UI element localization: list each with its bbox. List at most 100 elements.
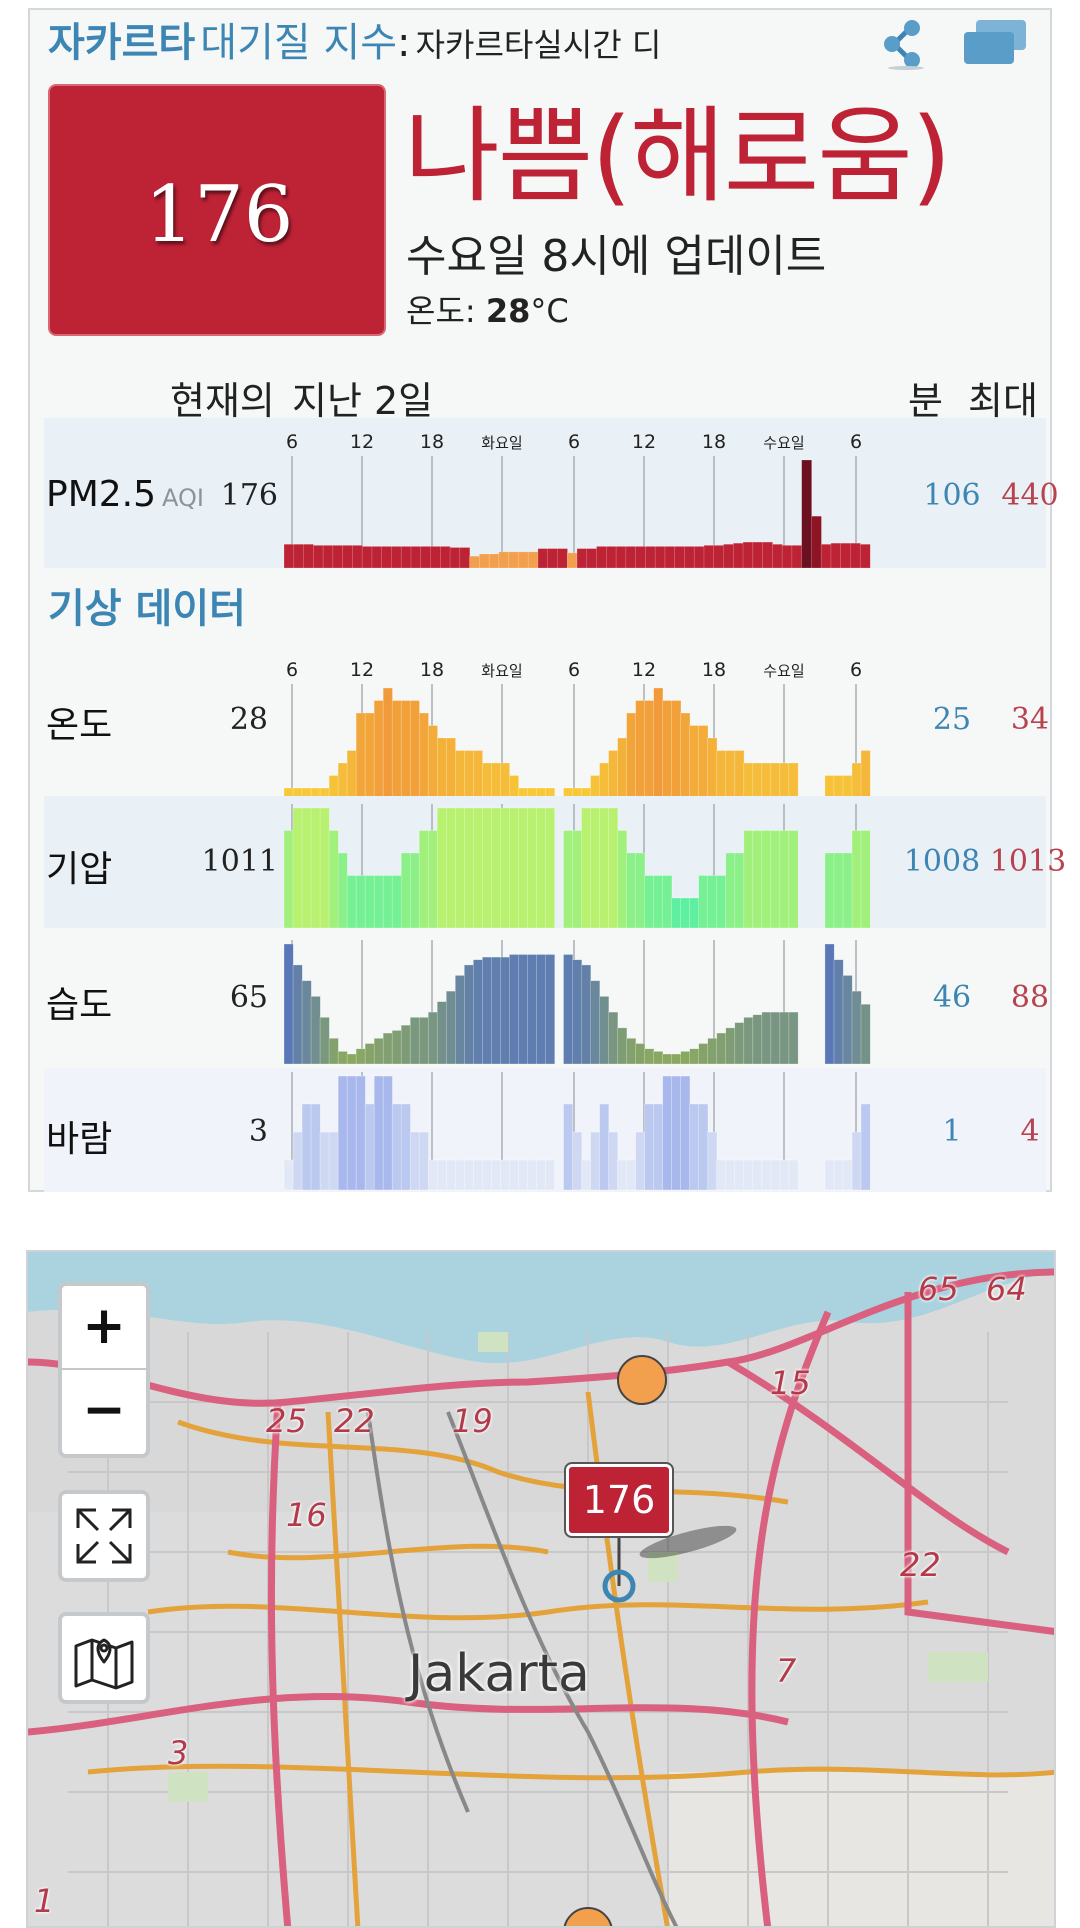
chart-bar[interactable] bbox=[310, 1103, 321, 1191]
chart-bar[interactable] bbox=[409, 700, 420, 799]
chart-bar[interactable] bbox=[625, 546, 637, 569]
chart-bar[interactable] bbox=[581, 964, 592, 1065]
chart-bar[interactable] bbox=[382, 1032, 393, 1065]
chart-bar[interactable] bbox=[596, 546, 607, 569]
chart-bar[interactable] bbox=[788, 1159, 799, 1191]
chart-bar[interactable] bbox=[400, 700, 411, 799]
chart-bar[interactable] bbox=[464, 750, 474, 799]
chart-bar[interactable] bbox=[293, 543, 305, 569]
chart-bar[interactable] bbox=[653, 1051, 664, 1065]
chart-bar[interactable] bbox=[680, 1051, 691, 1065]
chart-bar[interactable] bbox=[662, 875, 673, 929]
chart-bar[interactable] bbox=[680, 1075, 691, 1191]
chart-bar[interactable] bbox=[653, 875, 664, 929]
chart-bar[interactable] bbox=[572, 959, 583, 1065]
chart-bar[interactable] bbox=[382, 875, 393, 929]
chart-bar[interactable] bbox=[761, 1011, 772, 1065]
chart-bar[interactable] bbox=[427, 830, 438, 929]
chart-bar[interactable] bbox=[410, 546, 422, 569]
chart-bar[interactable] bbox=[734, 852, 745, 929]
fullscreen-button[interactable] bbox=[58, 1490, 150, 1582]
chart-bar[interactable] bbox=[409, 1131, 420, 1191]
chart-bar[interactable] bbox=[418, 1017, 429, 1065]
chart-bar[interactable] bbox=[536, 954, 547, 1065]
chart-bar[interactable] bbox=[355, 1048, 366, 1065]
chart-bar[interactable] bbox=[449, 547, 461, 569]
chart-bar[interactable] bbox=[292, 1131, 303, 1191]
chart-bar[interactable] bbox=[301, 807, 312, 929]
chart-bar[interactable] bbox=[400, 852, 411, 929]
chart-bar[interactable] bbox=[527, 807, 538, 929]
chart-bar[interactable] bbox=[301, 1103, 312, 1191]
chart-bar[interactable] bbox=[491, 956, 501, 1065]
chart-bar[interactable] bbox=[842, 1159, 853, 1191]
chart-bar[interactable] bbox=[373, 875, 384, 929]
chart-bar[interactable] bbox=[498, 551, 510, 569]
chart-bar[interactable] bbox=[626, 1159, 637, 1191]
chart-bar[interactable] bbox=[680, 712, 691, 799]
chart-bar[interactable] bbox=[689, 1103, 700, 1191]
chart-bar[interactable] bbox=[770, 1011, 781, 1065]
chart-bar[interactable] bbox=[725, 1027, 736, 1065]
chart-bar[interactable] bbox=[716, 875, 727, 929]
chart-bar[interactable] bbox=[464, 807, 474, 929]
chart-bar[interactable] bbox=[445, 990, 456, 1065]
chart-bar[interactable] bbox=[761, 1159, 772, 1191]
chart-bar[interactable] bbox=[605, 546, 617, 569]
chart-bar[interactable] bbox=[590, 980, 601, 1065]
chart-bar[interactable] bbox=[436, 1159, 447, 1191]
chart-bar[interactable] bbox=[488, 553, 500, 569]
chart-bar[interactable] bbox=[707, 1131, 718, 1191]
chart-bar[interactable] bbox=[352, 545, 363, 569]
chart-bar[interactable] bbox=[644, 875, 655, 929]
chart-bar[interactable] bbox=[509, 954, 520, 1065]
chart-bar[interactable] bbox=[346, 1075, 357, 1191]
chart-bar[interactable] bbox=[716, 1159, 727, 1191]
chart-bar[interactable] bbox=[418, 830, 429, 929]
chart-bar[interactable] bbox=[283, 543, 295, 569]
chart-bar[interactable] bbox=[346, 750, 357, 799]
chart-bar[interactable] bbox=[851, 1131, 862, 1191]
chart-bar[interactable] bbox=[653, 1103, 664, 1191]
chart-bar[interactable] bbox=[599, 807, 610, 929]
chart-bar[interactable] bbox=[743, 830, 754, 929]
chart-bar[interactable] bbox=[312, 545, 324, 569]
chart-bar[interactable] bbox=[454, 807, 465, 929]
chart-bar[interactable] bbox=[850, 542, 861, 569]
chart-bar[interactable] bbox=[644, 700, 655, 799]
chart-bar[interactable] bbox=[518, 551, 529, 569]
chart-bar[interactable] bbox=[779, 762, 790, 799]
chart-bar[interactable] bbox=[742, 541, 754, 569]
chart-bar[interactable] bbox=[563, 954, 574, 1065]
chart-bar[interactable] bbox=[770, 1159, 781, 1191]
chart-bar[interactable] bbox=[491, 807, 501, 929]
map-layers-button[interactable] bbox=[58, 1612, 150, 1704]
chat-icon[interactable] bbox=[962, 18, 1028, 70]
chart-bar[interactable] bbox=[500, 1159, 510, 1191]
chart-bar[interactable] bbox=[536, 807, 547, 929]
chart-bar[interactable] bbox=[860, 830, 871, 929]
chart-bar[interactable] bbox=[842, 775, 853, 799]
chart-bar[interactable] bbox=[292, 807, 303, 929]
chart-bar[interactable] bbox=[547, 548, 559, 569]
chart-bar[interactable] bbox=[689, 725, 700, 799]
chart-bar[interactable] bbox=[581, 1159, 592, 1191]
chart-bar[interactable] bbox=[599, 762, 610, 799]
chart-bar[interactable] bbox=[860, 1003, 871, 1065]
chart-bar[interactable] bbox=[761, 762, 772, 799]
chart-bar[interactable] bbox=[635, 1131, 646, 1191]
chart-bar[interactable] bbox=[518, 954, 529, 1065]
chart-bar[interactable] bbox=[545, 807, 556, 929]
chart-bar[interactable] bbox=[788, 830, 799, 929]
chart-bar[interactable] bbox=[373, 1075, 384, 1191]
chart-bar[interactable] bbox=[508, 551, 520, 569]
chart-bar[interactable] bbox=[662, 700, 673, 799]
chart-bar[interactable] bbox=[664, 546, 676, 569]
chart-bar[interactable] bbox=[689, 897, 700, 929]
chart-bar[interactable] bbox=[713, 545, 725, 569]
chart-bar[interactable] bbox=[361, 546, 373, 569]
chart-bar[interactable] bbox=[527, 954, 538, 1065]
chart-bar[interactable] bbox=[743, 1017, 754, 1065]
chart-bar[interactable] bbox=[319, 1131, 330, 1191]
chart-bar[interactable] bbox=[824, 852, 835, 929]
